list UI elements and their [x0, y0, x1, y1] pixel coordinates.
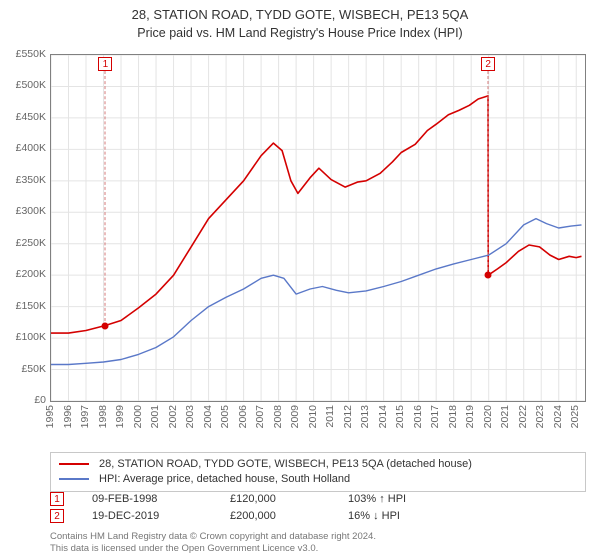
x-tick-label: 2012 — [342, 405, 354, 428]
legend-row: 28, STATION ROAD, TYDD GOTE, WISBECH, PE… — [59, 457, 577, 472]
footer-attribution: Contains HM Land Registry data © Crown c… — [50, 531, 586, 555]
x-tick-label: 2000 — [132, 405, 144, 428]
x-tick-label: 2011 — [324, 405, 336, 428]
marker-date: 09-FEB-1998 — [92, 493, 202, 505]
x-tick-label: 2014 — [377, 405, 389, 428]
x-tick-label: 2006 — [237, 405, 249, 428]
x-tick-label: 1997 — [79, 405, 91, 428]
x-tick-label: 2003 — [184, 405, 196, 428]
sale-dashed-line — [105, 71, 106, 326]
x-tick-label: 1998 — [97, 405, 109, 428]
x-tick-label: 1995 — [44, 405, 56, 428]
legend-label: 28, STATION ROAD, TYDD GOTE, WISBECH, PE… — [99, 457, 472, 472]
x-tick-label: 2025 — [569, 405, 581, 428]
legend-swatch — [59, 463, 89, 465]
y-tick-label: £300K — [0, 205, 46, 217]
marker-table-row: 2 19-DEC-2019 £200,000 16% ↓ HPI — [50, 509, 586, 523]
x-tick-label: 2009 — [289, 405, 301, 428]
x-tick-label: 2005 — [219, 405, 231, 428]
x-tick-label: 1996 — [62, 405, 74, 428]
chart-subtitle: Price paid vs. HM Land Registry's House … — [0, 24, 600, 40]
x-tick-label: 1999 — [114, 405, 126, 428]
x-tick-label: 2010 — [307, 405, 319, 428]
y-tick-label: £350K — [0, 174, 46, 186]
x-tick-label: 2022 — [517, 405, 529, 428]
plot-svg — [51, 55, 585, 401]
footer-line-2: This data is licensed under the Open Gov… — [50, 543, 586, 555]
x-tick-label: 2004 — [202, 405, 214, 428]
x-tick-label: 2001 — [149, 405, 161, 428]
y-tick-label: £100K — [0, 331, 46, 343]
sale-marker-dot — [102, 322, 109, 329]
x-tick-label: 2008 — [272, 405, 284, 428]
sale-marker-dot — [485, 272, 492, 279]
y-tick-label: £50K — [0, 363, 46, 375]
x-tick-label: 2007 — [254, 405, 266, 428]
y-tick-label: £550K — [0, 48, 46, 60]
x-tick-label: 2021 — [499, 405, 511, 428]
plot-area: 12 — [50, 54, 586, 402]
x-tick-label: 2015 — [394, 405, 406, 428]
y-tick-label: £150K — [0, 300, 46, 312]
y-tick-label: £250K — [0, 237, 46, 249]
y-tick-label: £400K — [0, 142, 46, 154]
chart-container: 28, STATION ROAD, TYDD GOTE, WISBECH, PE… — [0, 0, 600, 560]
x-tick-label: 2023 — [534, 405, 546, 428]
sale-marker-box: 1 — [98, 57, 112, 71]
legend-swatch — [59, 478, 89, 480]
marker-date: 19-DEC-2019 — [92, 510, 202, 522]
y-tick-label: £450K — [0, 111, 46, 123]
x-tick-label: 2017 — [429, 405, 441, 428]
x-tick-label: 2019 — [464, 405, 476, 428]
marker-number-box: 2 — [50, 509, 64, 523]
sale-dashed-line — [488, 71, 489, 275]
sale-marker-box: 2 — [481, 57, 495, 71]
y-tick-label: £0 — [0, 394, 46, 406]
x-tick-label: 2018 — [447, 405, 459, 428]
marker-price: £200,000 — [230, 510, 320, 522]
x-tick-label: 2013 — [359, 405, 371, 428]
marker-table-row: 1 09-FEB-1998 £120,000 103% ↑ HPI — [50, 492, 586, 506]
marker-pct: 16% ↓ HPI — [348, 510, 458, 522]
legend-label: HPI: Average price, detached house, Sout… — [99, 472, 350, 487]
marker-pct: 103% ↑ HPI — [348, 493, 458, 505]
legend: 28, STATION ROAD, TYDD GOTE, WISBECH, PE… — [50, 452, 586, 492]
chart-title: 28, STATION ROAD, TYDD GOTE, WISBECH, PE… — [0, 0, 600, 24]
sale-markers-table: 1 09-FEB-1998 £120,000 103% ↑ HPI 2 19-DEC-20… — [50, 492, 586, 526]
legend-row: HPI: Average price, detached house, Sout… — [59, 472, 577, 487]
marker-price: £120,000 — [230, 493, 320, 505]
marker-number-box: 1 — [50, 492, 64, 506]
x-tick-label: 2020 — [482, 405, 494, 428]
x-tick-label: 2002 — [167, 405, 179, 428]
y-tick-label: £200K — [0, 268, 46, 280]
y-tick-label: £500K — [0, 79, 46, 91]
x-tick-label: 2016 — [412, 405, 424, 428]
footer-line-1: Contains HM Land Registry data © Crown c… — [50, 531, 586, 543]
chart-area: 12 £0£50K£100K£150K£200K£250K£300K£350K£… — [0, 48, 600, 448]
x-tick-label: 2024 — [552, 405, 564, 428]
